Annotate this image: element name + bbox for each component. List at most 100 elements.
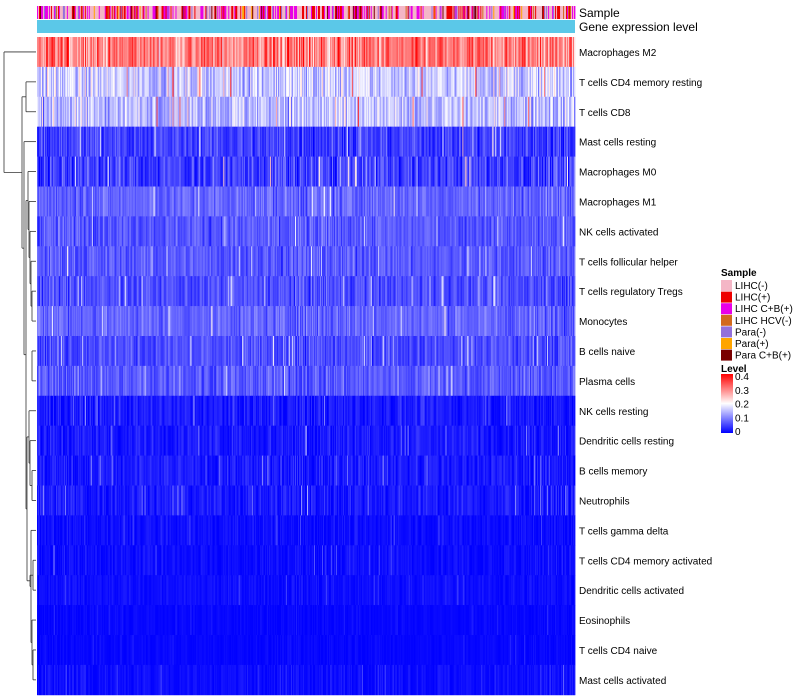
heatmap-cell: [241, 246, 243, 277]
sample-track-cell: [262, 6, 264, 19]
heatmap-cell: [374, 37, 377, 68]
sample-track-cell: [63, 6, 66, 19]
heatmap-cell: [96, 66, 99, 98]
heatmap-cell: [193, 37, 195, 68]
heatmap-cell: [481, 126, 483, 157]
heatmap-cell: [182, 156, 184, 187]
heatmap-cell: [284, 66, 286, 98]
heatmap-cell: [437, 216, 439, 247]
heatmap-cell: [232, 66, 234, 98]
heatmap-cell: [411, 186, 414, 217]
heatmap-cell: [465, 126, 467, 157]
heatmap-cell: [243, 96, 245, 128]
sample-track-cell: [368, 6, 371, 19]
heatmap-cell: [546, 186, 548, 217]
heatmap-cell: [86, 96, 89, 128]
heatmap-cell: [310, 246, 313, 277]
heatmap-cell: [177, 96, 179, 128]
heatmap-cell: [354, 186, 357, 217]
heatmap-cell: [301, 246, 303, 277]
heatmap-cell: [341, 37, 344, 68]
heatmap-cell: [154, 246, 156, 277]
heatmap-cell: [43, 66, 46, 98]
heatmap-cell: [277, 246, 279, 277]
heatmap-cell: [394, 246, 397, 277]
heatmap-cell: [132, 246, 135, 277]
heatmap-cell: [146, 37, 148, 68]
heatmap-cell: [118, 126, 121, 157]
heatmap-cell: [95, 126, 98, 157]
heatmap-cell: [226, 186, 228, 217]
heatmap-cell: [294, 66, 296, 98]
heatmap-cell: [323, 126, 326, 157]
heatmap-cell: [144, 66, 146, 98]
sample-track-cell: [486, 6, 488, 19]
heatmap-cell: [151, 37, 153, 68]
heatmap-cell: [473, 37, 475, 68]
heatmap-cell: [300, 96, 302, 128]
heatmap-cell: [104, 216, 107, 247]
heatmap-cell: [446, 96, 448, 128]
heatmap-cell: [328, 186, 331, 217]
heatmap-cell: [262, 186, 264, 217]
heatmap-cell: [514, 156, 516, 187]
sample-track-cell: [367, 6, 370, 19]
heatmap-cell: [232, 126, 234, 157]
heatmap-cell: [472, 246, 474, 277]
heatmap-cell: [455, 126, 457, 157]
heatmap-cell: [281, 96, 283, 128]
sample-track-cell: [373, 6, 376, 19]
heatmap-cell: [167, 186, 169, 217]
heatmap-cell: [498, 246, 500, 277]
heatmap-cell: [530, 186, 532, 217]
sample-track-cell: [447, 6, 449, 19]
heatmap-cell: [144, 186, 146, 217]
heatmap-cell: [251, 66, 253, 98]
heatmap-cell: [140, 37, 143, 68]
heatmap-cell: [549, 66, 551, 98]
heatmap-cell: [549, 96, 551, 128]
heatmap-cell: [43, 37, 46, 68]
heatmap-cell: [559, 126, 561, 157]
heatmap-cell: [439, 66, 441, 98]
heatmap-cell: [396, 96, 399, 128]
heatmap-cell: [243, 186, 245, 217]
heatmap-cell: [66, 276, 69, 307]
heatmap-cell: [401, 96, 404, 128]
heatmap-cell: [377, 66, 380, 98]
heatmap-cell: [136, 246, 139, 277]
heatmap-cell: [210, 37, 212, 68]
heatmap-cell: [398, 126, 401, 157]
heatmap-cell: [58, 246, 61, 277]
heatmap-cell: [101, 186, 104, 217]
heatmap-cell: [348, 156, 351, 187]
heatmap-cell: [549, 186, 551, 217]
heatmap-cell: [151, 66, 153, 98]
sample-track-cell: [371, 6, 374, 19]
heatmap-cell: [236, 186, 238, 217]
sample-track-cell: [545, 6, 547, 19]
heatmap-cell: [371, 216, 374, 247]
heatmap-cell: [56, 246, 59, 277]
sample-track-cell: [518, 6, 520, 19]
heatmap-cell: [555, 216, 557, 247]
heatmap-cell: [346, 37, 349, 68]
heatmap-cell: [345, 66, 348, 98]
heatmap-cell: [189, 246, 191, 277]
heatmap-cell: [105, 126, 108, 157]
heatmap-cell: [243, 66, 245, 98]
heatmap-cell: [289, 246, 291, 277]
heatmap-cell: [508, 216, 510, 247]
heatmap-cell: [319, 37, 322, 68]
heatmap-cell: [374, 96, 377, 128]
heatmap-cell: [92, 216, 95, 247]
heatmap-cell: [77, 66, 80, 98]
heatmap-cell: [397, 156, 400, 187]
heatmap-cell: [571, 96, 573, 128]
heatmap-cell: [496, 156, 498, 187]
heatmap-cell: [507, 37, 509, 68]
heatmap-cell: [379, 246, 382, 277]
heatmap-cell: [198, 216, 200, 247]
heatmap-cell: [209, 66, 211, 98]
heatmap-cell: [312, 156, 315, 187]
